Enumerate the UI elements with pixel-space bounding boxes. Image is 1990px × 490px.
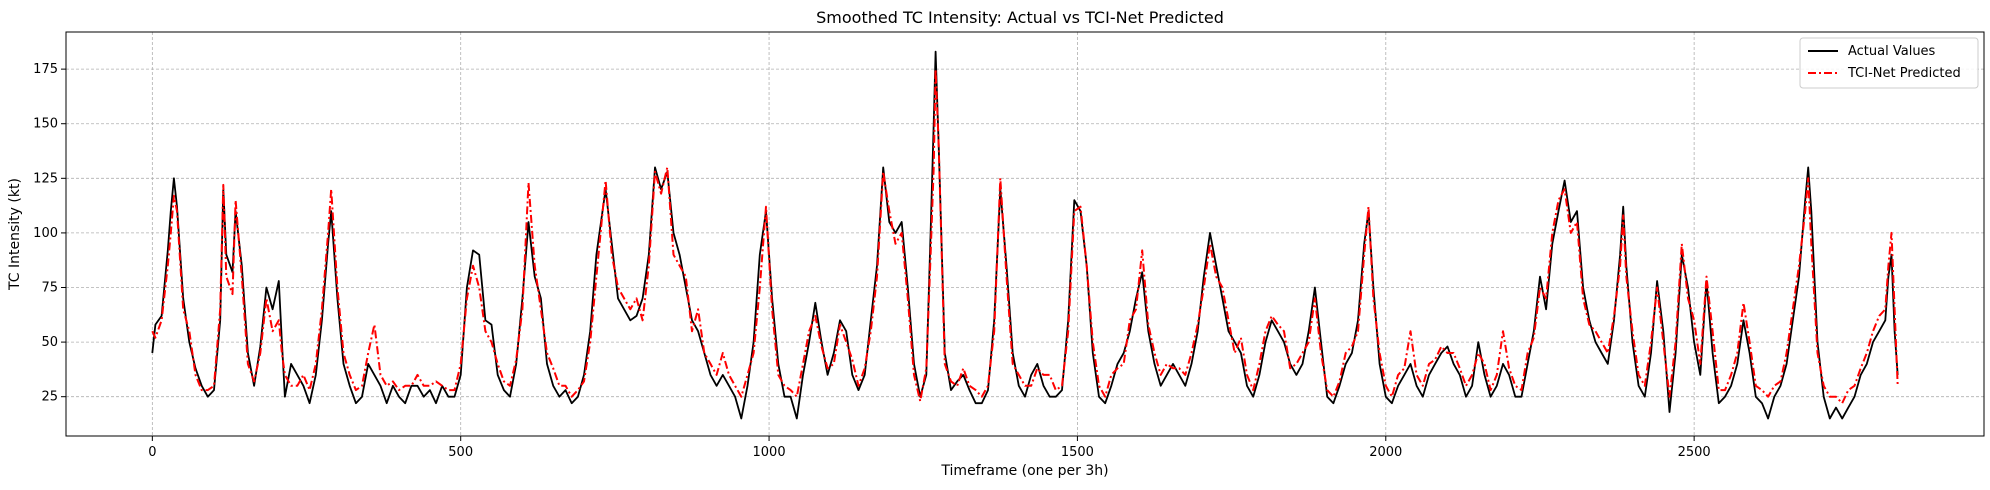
y-axis-label: TC Intensity (kt) bbox=[7, 178, 23, 291]
x-axis: 0 500 1000 1500 2000 2500 bbox=[148, 436, 1711, 460]
y-tick-label: 75 bbox=[41, 281, 58, 296]
y-axis: 25 50 75 100 125 150 175 bbox=[33, 62, 66, 405]
x-tick-label: 1000 bbox=[753, 445, 786, 460]
x-tick-label: 1500 bbox=[1061, 445, 1094, 460]
y-tick-label: 100 bbox=[33, 226, 58, 241]
plot-series bbox=[151, 50, 1899, 420]
legend: Actual Values TCI-Net Predicted bbox=[1799, 37, 1979, 89]
y-tick-label: 50 bbox=[41, 335, 58, 350]
series-line-predicted bbox=[151, 68, 1899, 405]
grid bbox=[66, 32, 1984, 436]
chart-title: Smoothed TC Intensity: Actual vs TCI-Net… bbox=[816, 8, 1224, 27]
x-tick-label: 2000 bbox=[1369, 445, 1402, 460]
x-tick-label: 500 bbox=[448, 445, 473, 460]
x-tick-label: 0 bbox=[148, 445, 156, 460]
y-tick-label: 25 bbox=[41, 390, 58, 405]
x-axis-label: Timeframe (one per 3h) bbox=[940, 463, 1108, 479]
y-tick-label: 175 bbox=[33, 62, 58, 77]
plot-frame bbox=[65, 31, 1985, 437]
legend-box bbox=[1799, 37, 1979, 89]
y-tick-label: 150 bbox=[33, 117, 58, 132]
legend-label-predicted: TCI-Net Predicted bbox=[1847, 66, 1961, 81]
legend-label-actual: Actual Values bbox=[1848, 44, 1936, 59]
y-tick-label: 125 bbox=[33, 171, 58, 186]
x-tick-label: 2500 bbox=[1678, 445, 1711, 460]
